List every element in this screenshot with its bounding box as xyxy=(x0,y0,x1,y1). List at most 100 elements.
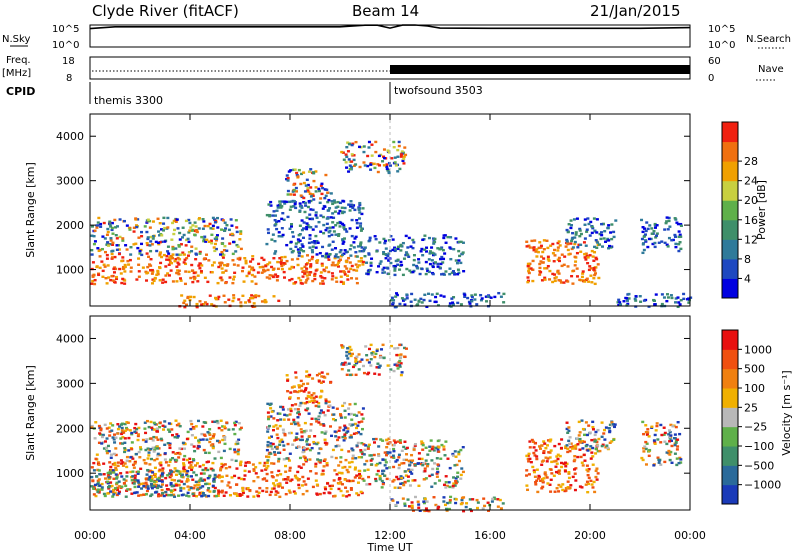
range-gate-cell xyxy=(130,479,134,482)
range-gate-cell xyxy=(354,251,358,254)
range-gate-cell xyxy=(156,486,160,490)
range-gate-cell xyxy=(644,447,648,451)
range-gate-cell xyxy=(561,483,565,486)
range-gate-cell xyxy=(154,240,158,244)
range-gate-cell xyxy=(321,411,325,414)
range-gate-cell xyxy=(281,405,285,409)
range-gate-cell xyxy=(318,411,322,415)
range-gate-cell xyxy=(354,373,358,377)
range-gate-cell xyxy=(292,193,296,196)
range-gate-cell xyxy=(289,169,293,172)
range-gate-cell xyxy=(540,444,544,447)
range-gate-cell xyxy=(215,439,219,443)
range-gate-cell xyxy=(539,260,543,263)
range-gate-cell xyxy=(293,422,297,426)
range-gate-cell xyxy=(303,388,307,392)
range-gate-cell xyxy=(200,303,204,306)
range-gate-cell xyxy=(156,241,160,245)
range-gate-cell xyxy=(404,234,408,238)
range-gate-cell xyxy=(332,413,336,416)
colorbar-swatch xyxy=(722,426,738,447)
range-gate-cell xyxy=(215,419,219,423)
range-gate-cell xyxy=(251,266,255,270)
range-gate-cell xyxy=(323,458,327,461)
range-gate-cell xyxy=(193,233,197,236)
range-gate-cell xyxy=(319,459,323,462)
range-gate-cell xyxy=(659,423,663,427)
range-gate-cell xyxy=(230,458,234,462)
range-gate-cell xyxy=(109,422,113,425)
range-gate-cell xyxy=(133,485,137,489)
range-gate-cell xyxy=(578,437,582,441)
range-gate-cell xyxy=(293,407,297,411)
range-gate-cell xyxy=(123,441,127,445)
range-gate-cell xyxy=(340,483,344,486)
range-gate-cell xyxy=(99,225,103,228)
range-gate-cell xyxy=(194,480,198,484)
range-gate-cell xyxy=(144,486,148,489)
range-gate-cell xyxy=(278,440,282,443)
range-gate-cell xyxy=(343,265,347,268)
range-gate-cell xyxy=(354,163,358,166)
range-gate-cell xyxy=(394,164,398,167)
range-gate-cell xyxy=(448,272,452,276)
range-gate-cell xyxy=(220,250,224,254)
range-gate-cell xyxy=(149,479,153,482)
range-gate-cell xyxy=(467,300,471,304)
range-gate-cell xyxy=(172,232,176,236)
range-gate-cell xyxy=(217,295,221,299)
range-gate-cell xyxy=(422,298,426,302)
range-gate-cell xyxy=(172,493,176,496)
range-gate-cell xyxy=(260,469,264,472)
range-gate-cell xyxy=(292,200,296,203)
range-gate-cell xyxy=(589,479,593,483)
range-gate-cell xyxy=(583,433,587,437)
range-gate-cell xyxy=(612,230,616,234)
range-gate-cell xyxy=(148,469,152,473)
range-gate-cell xyxy=(353,208,357,212)
range-gate-cell xyxy=(105,427,109,430)
range-gate-cell xyxy=(381,268,385,271)
range-gate-cell xyxy=(306,189,310,192)
range-gate-cell xyxy=(174,473,178,476)
range-gate-cell xyxy=(146,265,150,269)
range-gate-cell xyxy=(416,500,420,503)
range-gate-cell xyxy=(184,469,188,473)
range-gate-cell xyxy=(379,260,383,263)
range-gate-cell xyxy=(171,451,175,454)
range-gate-cell xyxy=(653,441,657,444)
range-gate-cell xyxy=(441,272,445,276)
range-gate-cell xyxy=(339,249,343,252)
range-gate-cell xyxy=(158,421,162,424)
colorbar-swatch xyxy=(722,465,738,486)
range-gate-cell xyxy=(339,275,343,278)
range-gate-cell xyxy=(320,371,324,374)
range-gate-cell xyxy=(359,241,363,244)
range-gate-cell xyxy=(627,292,631,296)
range-gate-cell xyxy=(235,440,239,443)
range-gate-cell xyxy=(132,243,136,246)
range-gate-cell xyxy=(189,475,193,478)
colorbar-tick-label: 16 xyxy=(744,214,758,227)
range-gate-cell xyxy=(554,470,558,474)
range-gate-cell xyxy=(583,459,587,462)
range-gate-cell xyxy=(280,264,284,268)
range-gate-cell xyxy=(528,246,532,249)
range-gate-cell xyxy=(187,488,191,491)
range-gate-cell xyxy=(417,462,421,465)
range-gate-cell xyxy=(651,242,655,246)
range-gate-cell xyxy=(265,242,269,246)
range-gate-cell xyxy=(363,246,367,249)
range-gate-cell xyxy=(150,485,154,488)
range-gate-cell xyxy=(176,261,180,264)
range-gate-cell xyxy=(286,475,290,479)
range-gate-cell xyxy=(224,227,228,230)
range-gate-cell xyxy=(593,251,597,254)
range-gate-cell xyxy=(226,484,230,487)
range-gate-cell xyxy=(355,269,359,272)
range-gate-cell xyxy=(161,469,165,472)
range-gate-cell xyxy=(308,213,312,216)
range-gate-cell xyxy=(409,245,413,248)
range-gate-cell xyxy=(238,256,242,260)
range-gate-cell xyxy=(410,501,414,504)
